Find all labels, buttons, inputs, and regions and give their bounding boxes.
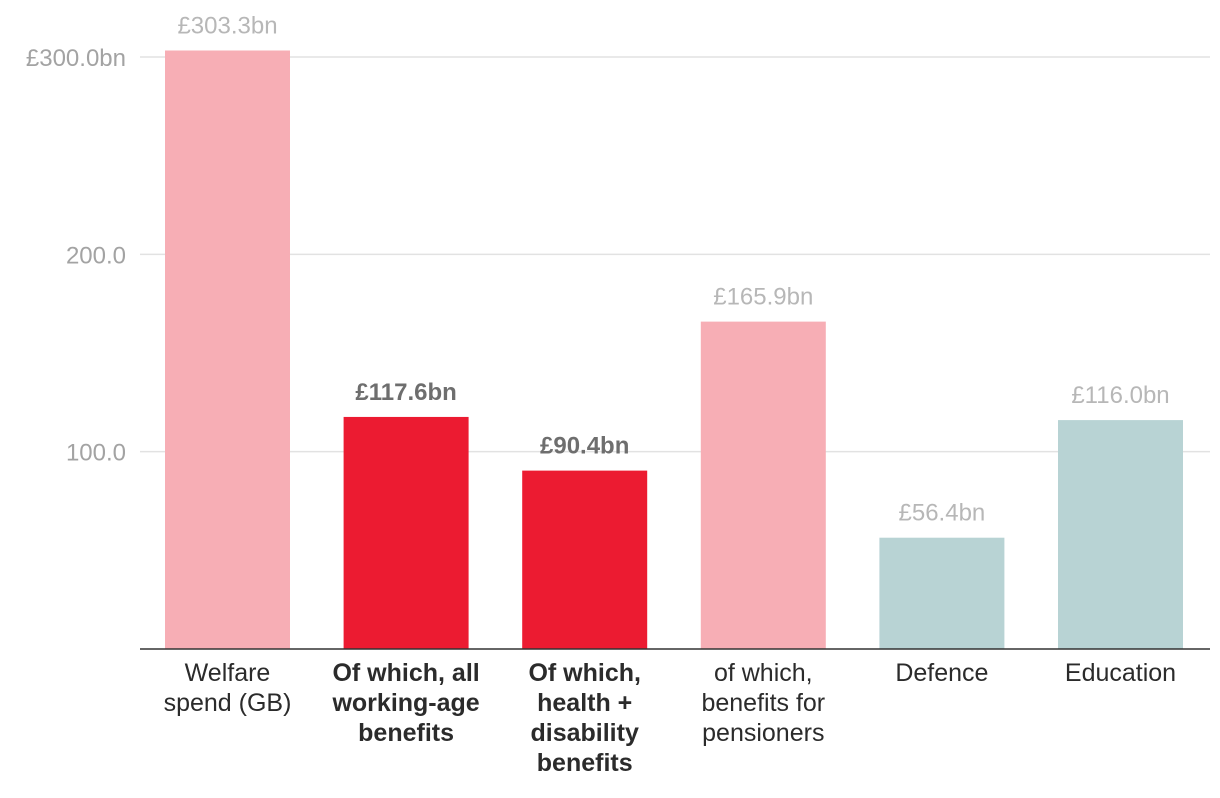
category-label-line: health + [537,689,632,717]
bar-0 [165,50,290,650]
bar-value-label: £116.0bn [1071,382,1169,409]
y-tick-label: £300.0bn [26,45,126,72]
y-tick-label: 100.0 [66,440,126,467]
category-label-line: disability [531,719,639,747]
y-tick-label: 200.0 [66,242,126,269]
category-labels: Welfare spend (GB) Of which, all working-ag… [164,659,1177,777]
category-label: Defence [895,659,988,687]
bar-value-label: £117.6bn [355,379,456,406]
bar-4 [879,537,1005,649]
bar-value-label: £90.4bn [540,433,629,460]
bar-value-label: £303.3bn [177,12,277,39]
category-label-line: Of which, [528,659,641,687]
bar-value-label: £56.4bn [899,500,986,527]
category-label-line: pensioners [702,719,824,747]
category-label-line: benefits [358,719,454,747]
category-label-line: Of which, all [332,659,479,687]
category-label-line: spend (GB) [164,689,292,717]
category-label: Of which, health + disability benefits [528,659,641,777]
category-label-line: Defence [895,659,988,687]
category-label: Of which, all working-age benefits [331,659,479,747]
bar-5 [1058,420,1183,649]
bar-3 [700,321,826,649]
category-label: of which, benefits for pensioners [701,659,825,747]
bar-2 [522,470,648,649]
y-axis-ticks: £300.0bn 200.0 100.0 [26,45,126,467]
category-label: Education [1065,659,1176,687]
category-label: Welfare spend (GB) [164,659,292,717]
bar-value-label: £165.9bn [713,284,813,311]
bar-1 [343,416,469,649]
category-label-line: benefits [537,749,633,777]
category-label-line: Welfare [185,659,271,687]
value-labels: £303.3bn £117.6bn £90.4bn £165.9bn £56.4bn £1… [177,12,1169,526]
bars [165,50,1183,650]
gridlines [140,56,1210,453]
category-label-line: of which, [714,659,813,687]
category-label-line: working-age [331,689,479,717]
category-label-line: Education [1065,659,1176,687]
category-label-line: benefits for [701,689,825,717]
